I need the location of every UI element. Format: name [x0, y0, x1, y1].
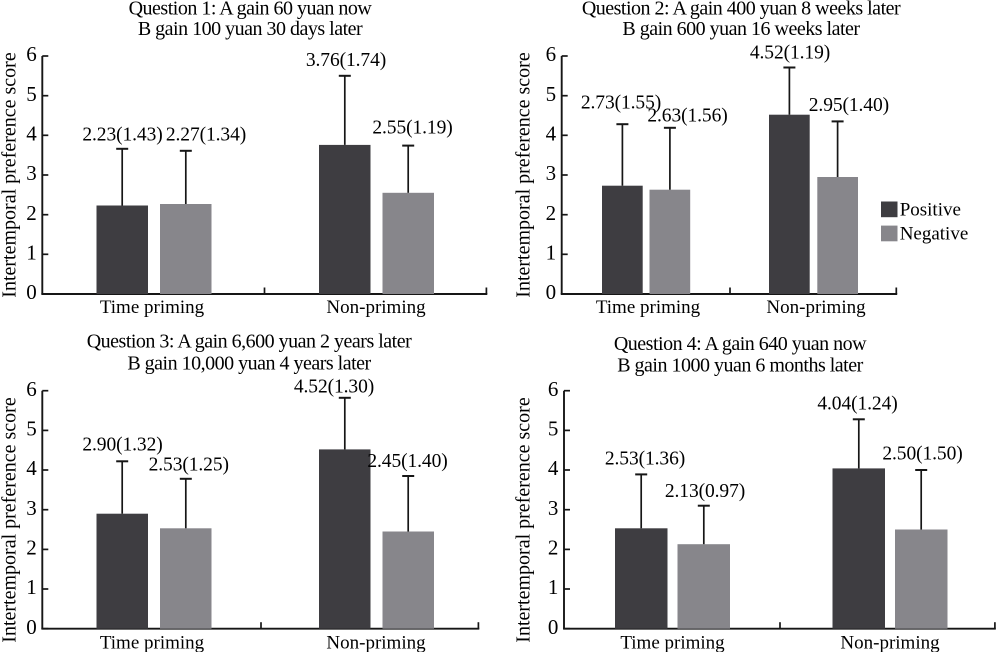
svg-text:Time priming: Time priming [100, 632, 205, 652]
svg-text:Non-priming: Non-priming [766, 297, 866, 318]
svg-text:4: 4 [548, 456, 559, 480]
svg-text:4: 4 [26, 122, 37, 146]
svg-text:0: 0 [26, 615, 37, 639]
svg-text:4.04(1.24): 4.04(1.24) [817, 394, 897, 415]
svg-text:Question 4: A gain 640 yuan no: Question 4: A gain 640 yuan now [614, 333, 867, 355]
svg-text:4: 4 [26, 456, 37, 480]
svg-text:2.50(1.50): 2.50(1.50) [882, 444, 962, 465]
svg-text:Non-priming: Non-priming [840, 632, 940, 652]
svg-text:Question 2: A gain 400 yuan 8: Question 2: A gain 400 yuan 8 weeks late… [582, 0, 901, 20]
svg-text:2.55(1.19): 2.55(1.19) [372, 118, 452, 139]
svg-text:5: 5 [26, 82, 37, 106]
svg-text:2.27(1.34): 2.27(1.34) [166, 125, 246, 146]
svg-text:5: 5 [26, 417, 37, 441]
svg-text:6: 6 [26, 377, 37, 401]
svg-text:2.95(1.40): 2.95(1.40) [809, 95, 889, 116]
svg-text:3: 3 [546, 161, 557, 185]
svg-text:1: 1 [26, 241, 37, 265]
svg-text:2.90(1.32): 2.90(1.32) [82, 435, 162, 456]
svg-text:2.45(1.40): 2.45(1.40) [367, 451, 447, 472]
svg-text:0: 0 [548, 615, 559, 639]
svg-text:Time priming: Time priming [620, 632, 725, 652]
svg-text:Question 3: A gain 6,600 yuan: Question 3: A gain 6,600 yuan 2 years la… [87, 331, 412, 353]
svg-text:3.76(1.74): 3.76(1.74) [306, 50, 386, 71]
svg-text:6: 6 [548, 377, 559, 401]
svg-text:4: 4 [546, 122, 557, 146]
svg-text:0: 0 [26, 280, 37, 304]
svg-text:2.23(1.43): 2.23(1.43) [82, 125, 162, 146]
svg-text:3: 3 [548, 496, 559, 520]
svg-text:B gain 600 yuan 16 weeks later: B gain 600 yuan 16 weeks later [622, 18, 860, 40]
svg-text:5: 5 [546, 82, 557, 106]
svg-text:2.53(1.36): 2.53(1.36) [605, 449, 685, 470]
svg-text:Non-priming: Non-priming [326, 632, 426, 652]
svg-text:Question 1: A gain 60 yuan now: Question 1: A gain 60 yuan now [129, 0, 373, 20]
svg-text:Non-priming: Non-priming [326, 297, 426, 318]
svg-text:Intertemporal preference score: Intertemporal preference score [513, 397, 535, 643]
svg-text:2.53(1.25): 2.53(1.25) [149, 455, 229, 476]
svg-text:Time priming: Time priming [100, 297, 205, 318]
svg-text:Negative: Negative [900, 223, 969, 244]
svg-text:1: 1 [26, 575, 37, 599]
svg-text:Intertemporal preference score: Intertemporal preference score [0, 397, 21, 643]
svg-text:2: 2 [548, 536, 559, 560]
svg-text:0: 0 [546, 280, 557, 304]
svg-text:2.73(1.55): 2.73(1.55) [581, 93, 661, 114]
svg-text:B gain 1000 yuan 6 months late: B gain 1000 yuan 6 months later [617, 355, 863, 377]
svg-text:3: 3 [26, 161, 37, 185]
svg-text:6: 6 [546, 42, 557, 66]
svg-text:2.13(0.97): 2.13(0.97) [665, 481, 745, 502]
svg-text:4.52(1.30): 4.52(1.30) [294, 377, 374, 398]
svg-text:2.63(1.56): 2.63(1.56) [647, 106, 727, 127]
svg-text:5: 5 [548, 417, 559, 441]
svg-text:Time priming: Time priming [596, 297, 701, 318]
svg-text:1: 1 [548, 575, 559, 599]
svg-text:1: 1 [546, 241, 557, 265]
svg-text:Intertemporal preference score: Intertemporal preference score [513, 52, 535, 298]
svg-text:2: 2 [546, 201, 557, 225]
svg-text:4.52(1.19): 4.52(1.19) [750, 43, 830, 64]
svg-text:Positive: Positive [900, 199, 961, 220]
svg-text:B gain 10,000 yuan 4 years lat: B gain 10,000 yuan 4 years later [127, 353, 371, 375]
svg-text:2: 2 [26, 201, 37, 225]
svg-text:Intertemporal preference score: Intertemporal preference score [0, 52, 21, 298]
svg-text:2: 2 [26, 536, 37, 560]
svg-text:6: 6 [26, 42, 37, 66]
svg-text:3: 3 [26, 496, 37, 520]
svg-text:B gain 100 yuan 30 days later: B gain 100 yuan 30 days later [138, 18, 363, 40]
